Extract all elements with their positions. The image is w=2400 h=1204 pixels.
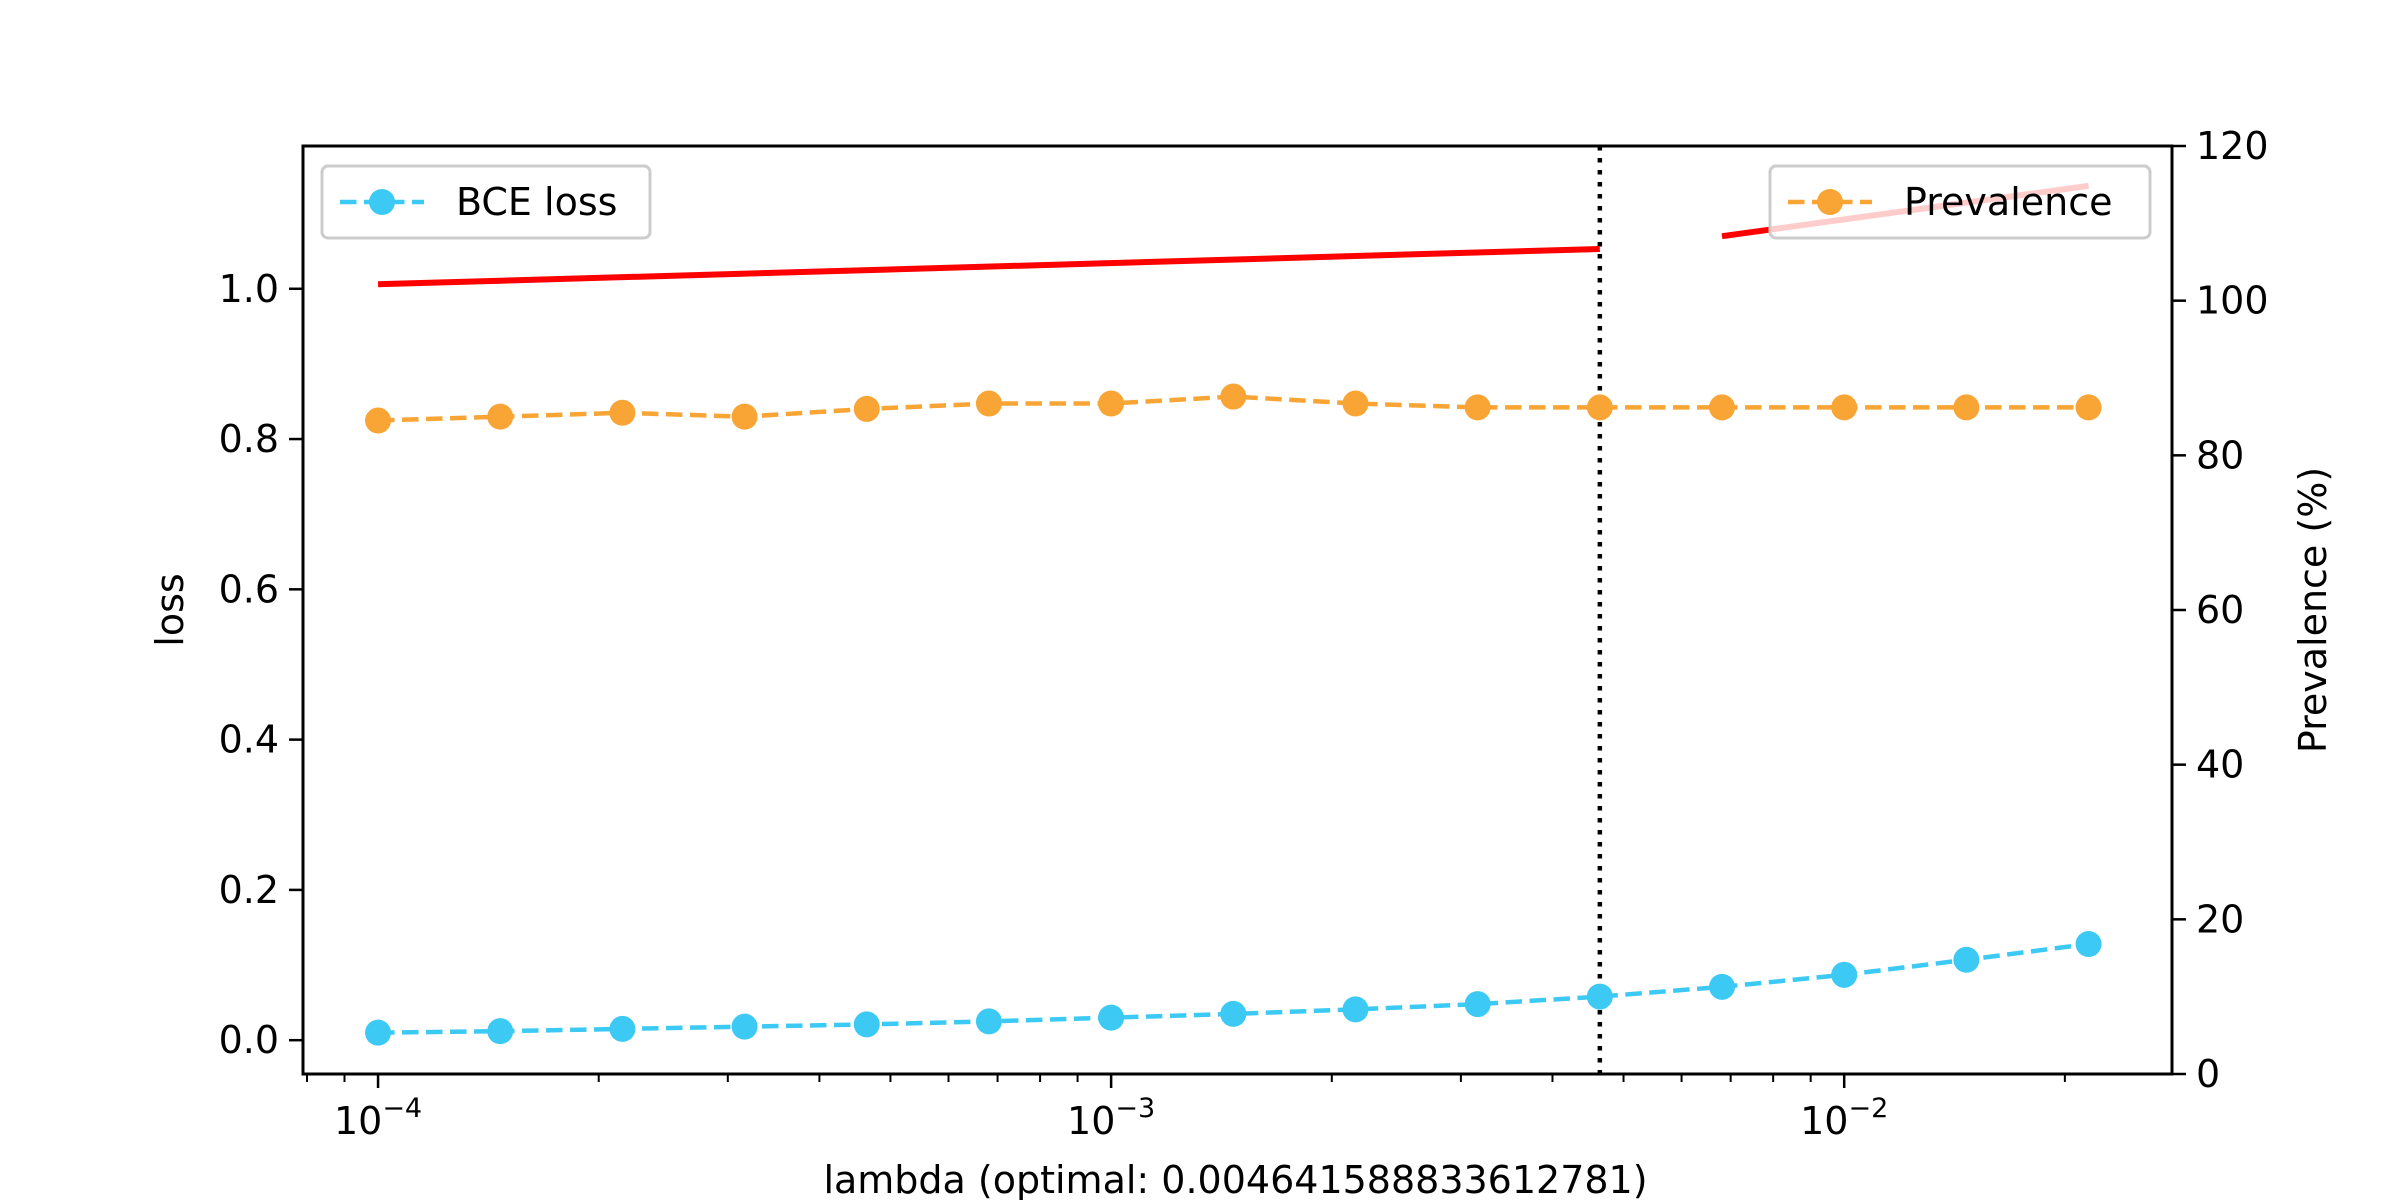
y-right-tick-label: 60: [2196, 588, 2244, 632]
data-point: [853, 395, 880, 422]
legend-label: Prevalence: [1904, 180, 2112, 224]
data-point: [1709, 973, 1736, 1000]
data-point: [731, 403, 758, 430]
x-tick-label: 10−3: [1067, 1093, 1155, 1143]
series-prevalence: [365, 383, 2102, 434]
y-right-tick-label: 120: [2196, 124, 2269, 168]
legend-box: [1768, 164, 2152, 240]
data-point: [1098, 1004, 1125, 1031]
data-point: [1464, 394, 1491, 421]
y-left-tick-label: 0.0: [219, 1018, 279, 1062]
y-right-tick-label: 80: [2196, 433, 2244, 477]
y-right-tick-label: 0: [2196, 1052, 2220, 1096]
x-tick-label: 10−2: [1800, 1093, 1888, 1143]
y-left-tick-label: 0.6: [219, 567, 279, 611]
data-point: [731, 1013, 758, 1040]
data-point: [1831, 394, 1858, 421]
y-axis-left: 0.0 0.2 0.4 0.6 0.8 1.0 loss: [148, 267, 303, 1062]
line-segment: [377, 245, 1600, 288]
data-point: [975, 1008, 1002, 1035]
data-point: [2075, 931, 2102, 958]
y-left-tick-label: 0.2: [219, 868, 279, 912]
legend-bce-loss: BCE loss: [320, 164, 652, 240]
data-point: [487, 403, 514, 430]
data-point: [1464, 991, 1491, 1018]
data-point: [1709, 394, 1736, 421]
data-point: [1953, 394, 1980, 421]
y-right-tick-label: 40: [2196, 743, 2244, 787]
data-point: [365, 407, 392, 434]
data-point: [2075, 394, 2102, 421]
legend-label: BCE loss: [456, 180, 617, 224]
y-left-tick-label: 0.8: [219, 417, 279, 461]
data-point: [609, 399, 636, 426]
y-axis-right: 0 20 40 60 80 100 120 Prevalence (%): [2172, 124, 2335, 1096]
data-point: [1831, 961, 1858, 988]
data-point: [1220, 1000, 1247, 1027]
series-bce-loss: [365, 931, 2102, 1046]
data-point: [975, 390, 1002, 417]
plot-area: [365, 146, 2102, 1074]
x-axis-label: lambda (optimal: 0.004641588833612781): [823, 1158, 1647, 1200]
data-point: [1953, 946, 1980, 973]
data-point: [1342, 996, 1369, 1023]
data-point: [853, 1011, 880, 1038]
y-right-tick-label: 100: [2196, 279, 2269, 323]
data-point: [487, 1018, 514, 1045]
legend-marker: [1817, 189, 1843, 215]
y-left-tick-label: 0.4: [219, 718, 279, 762]
legend-marker: [369, 189, 395, 215]
y-right-label: Prevalence (%): [2291, 467, 2335, 753]
plot-frame: [301, 144, 2174, 1076]
data-point: [1098, 390, 1125, 417]
legend-box: [320, 164, 652, 240]
x-axis: 10−4 10−3 10−2 lambda (optimal: 0.004641588…: [306, 1074, 2066, 1202]
y-left-tick-label: 1.0: [219, 267, 279, 311]
legend-prevalence: Prevalence: [1768, 164, 2152, 240]
y-right-tick-label: 20: [2196, 897, 2244, 941]
x-tick-label: 10−4: [334, 1093, 422, 1143]
data-point: [1586, 394, 1613, 421]
data-point: [609, 1015, 636, 1042]
data-point: [1586, 983, 1613, 1010]
data-point: [365, 1019, 392, 1046]
data-point: [1342, 390, 1369, 417]
data-point: [1220, 383, 1247, 410]
y-left-label: loss: [148, 573, 192, 646]
